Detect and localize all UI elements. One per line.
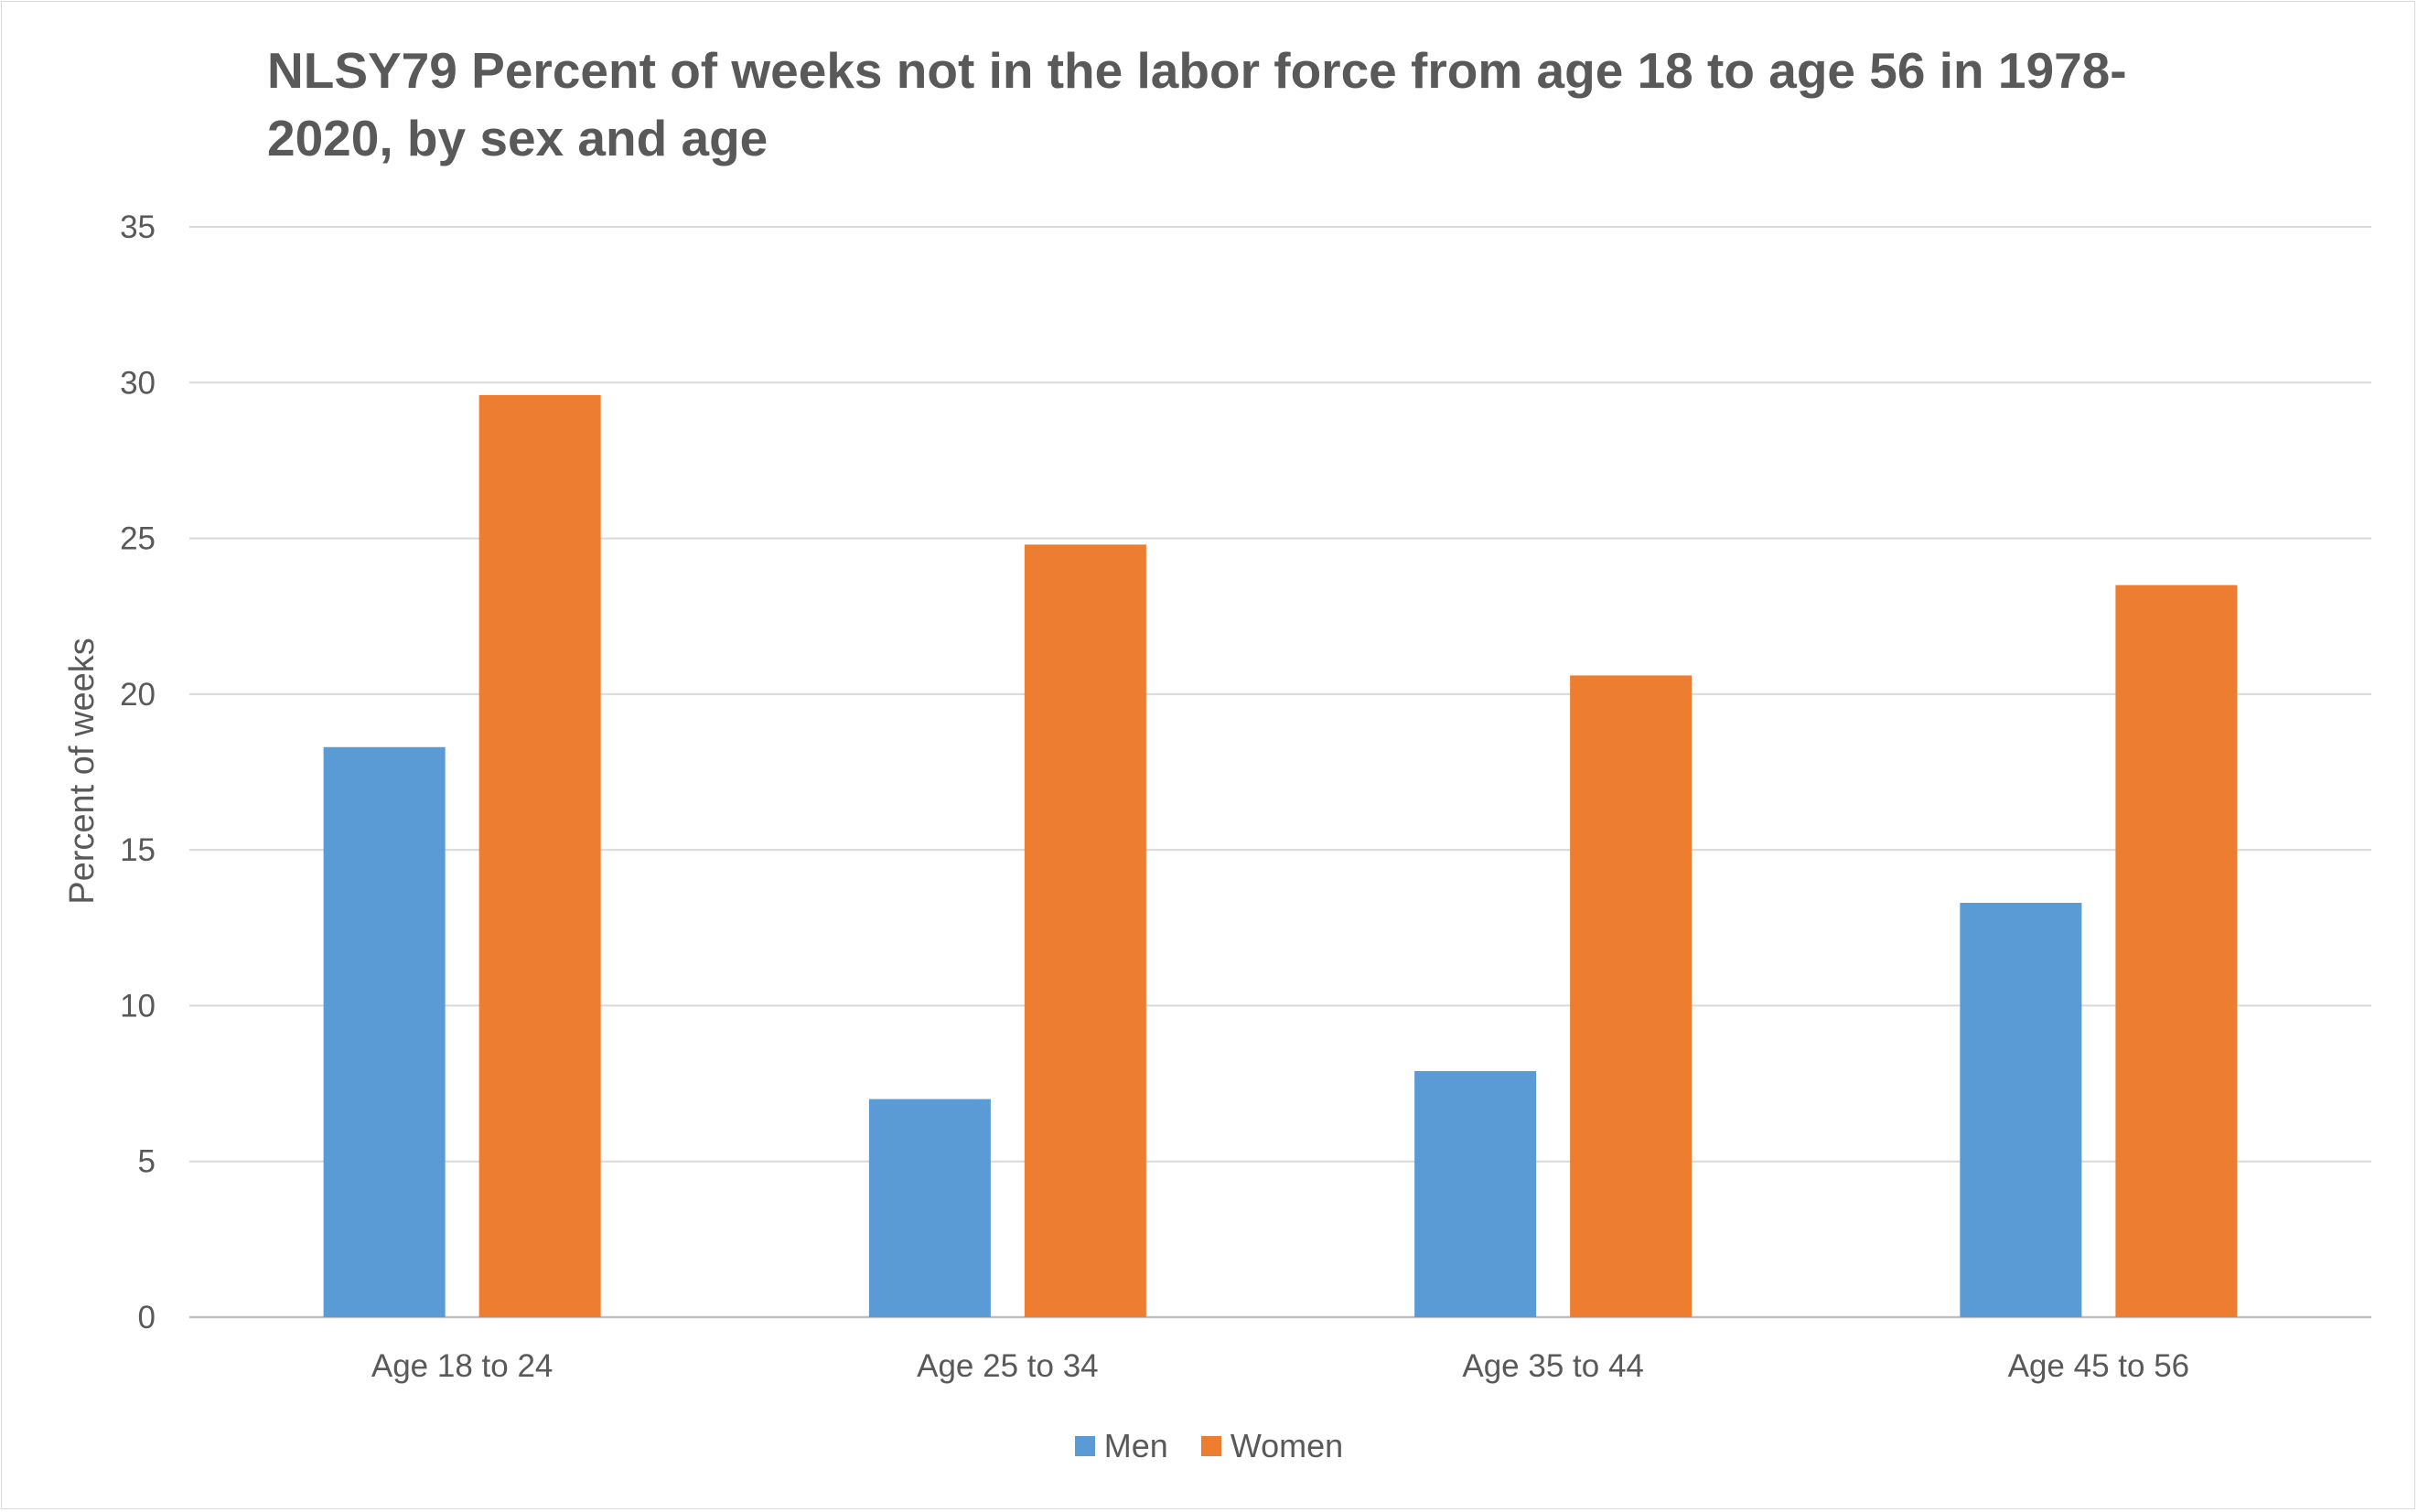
x-tick-label: Age 18 to 24 xyxy=(371,1348,553,1384)
chart-title: NLSY79 Percent of weeks not in the labor… xyxy=(267,42,2127,166)
legend-swatch xyxy=(1074,1436,1095,1456)
legend: Men Women xyxy=(0,1427,2418,1465)
y-tick-label: 20 xyxy=(120,677,156,713)
legend-label: Men xyxy=(1103,1427,1168,1464)
legend-swatch xyxy=(1200,1436,1221,1456)
y-tick-label: 30 xyxy=(120,365,156,401)
bar-men-4 xyxy=(1960,903,2082,1317)
legend-label: Women xyxy=(1230,1427,1344,1464)
x-axis-ticks: Age 18 to 24 Age 25 to 34 Age 35 to 44 Age … xyxy=(371,1348,2189,1384)
bar-men-3 xyxy=(1414,1070,1537,1317)
y-axis-ticks: 0 5 10 15 20 25 30 35 xyxy=(120,209,156,1335)
bar-women-4 xyxy=(2115,584,2238,1317)
bar-women-3 xyxy=(1570,675,1693,1317)
y-tick-label: 35 xyxy=(120,209,156,245)
bars xyxy=(323,394,2238,1317)
legend-item-women: Women xyxy=(1200,1427,1344,1465)
x-tick-label: Age 25 to 34 xyxy=(917,1348,1099,1384)
bar-men-2 xyxy=(868,1099,991,1317)
bar-women-1 xyxy=(478,394,601,1317)
y-axis-title: Percent of weeks xyxy=(63,638,102,904)
legend-item-men: Men xyxy=(1074,1427,1168,1465)
y-tick-label: 5 xyxy=(138,1144,156,1180)
x-tick-label: Age 45 to 56 xyxy=(2008,1348,2190,1384)
y-tick-label: 15 xyxy=(120,832,156,868)
x-tick-label: Age 35 to 44 xyxy=(1462,1348,1644,1384)
bar-women-2 xyxy=(1024,544,1146,1317)
y-tick-label: 0 xyxy=(138,1300,156,1335)
y-tick-label: 10 xyxy=(120,988,156,1024)
y-tick-label: 25 xyxy=(120,521,156,557)
bar-men-1 xyxy=(323,746,446,1317)
